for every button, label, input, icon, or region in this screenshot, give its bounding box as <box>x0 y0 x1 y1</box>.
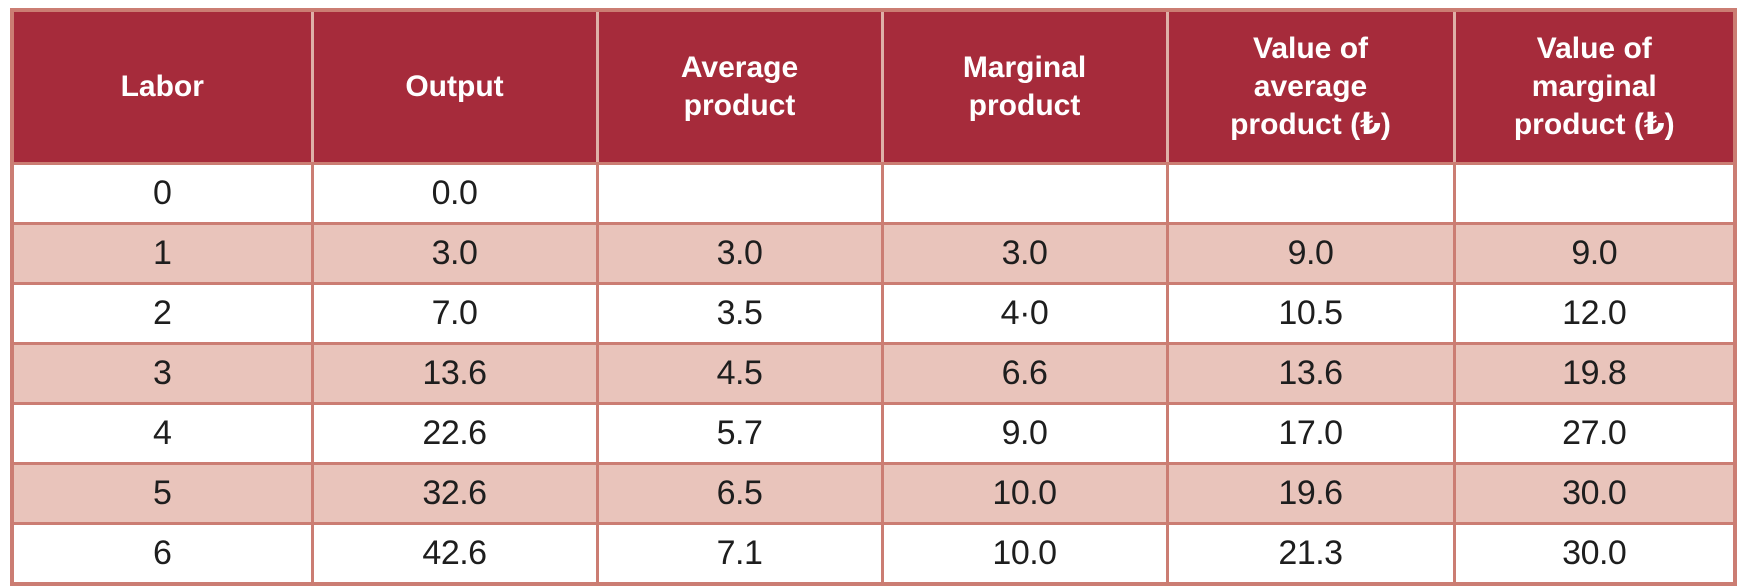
cell: 22.6 <box>310 402 599 465</box>
cell: 3.0 <box>310 222 599 285</box>
cell: 32.6 <box>310 462 599 525</box>
cell: 9.0 <box>1452 222 1737 285</box>
cell: 9.0 <box>1165 222 1456 285</box>
cell: 4 <box>10 402 314 465</box>
cell: 10.0 <box>880 462 1169 525</box>
cell: 10.5 <box>1165 282 1456 345</box>
cell: 17.0 <box>1165 402 1456 465</box>
column-header: Value of marginal product (₺) <box>1452 8 1737 165</box>
column-header: Average product <box>595 8 884 165</box>
cell: 3.5 <box>595 282 884 345</box>
cell: 30.0 <box>1452 462 1737 525</box>
cell: 13.6 <box>1165 342 1456 405</box>
table-row: 1 3.0 3.0 3.0 9.0 9.0 <box>10 222 1737 285</box>
cell: 1 <box>10 222 314 285</box>
cell <box>1452 162 1737 225</box>
cell: 3.0 <box>880 222 1169 285</box>
cell: 3.0 <box>595 222 884 285</box>
table-row: 0 0.0 <box>10 162 1737 225</box>
table-header: Labor Output Average product Marginal produ… <box>10 8 1737 165</box>
cell: 27.0 <box>1452 402 1737 465</box>
cell <box>880 162 1169 225</box>
cell: 6.6 <box>880 342 1169 405</box>
cell: 10.0 <box>880 522 1169 586</box>
table-row: 2 7.0 3.5 4·0 10.5 12.0 <box>10 282 1737 345</box>
table-body: 0 0.0 1 3.0 3.0 3.0 9.0 9.0 2 7.0 3.5 4·0 10.5 12.0 3 1… <box>10 162 1737 586</box>
column-header: Value of average product (₺) <box>1165 8 1456 165</box>
cell: 19.6 <box>1165 462 1456 525</box>
cell: 19.8 <box>1452 342 1737 405</box>
table-row: 3 13.6 4.5 6.6 13.6 19.8 <box>10 342 1737 405</box>
header-row: Labor Output Average product Marginal produ… <box>10 8 1737 165</box>
cell: 5 <box>10 462 314 525</box>
cell: 5.7 <box>595 402 884 465</box>
cell: 7.1 <box>595 522 884 586</box>
table-row: 4 22.6 5.7 9.0 17.0 27.0 <box>10 402 1737 465</box>
cell: 13.6 <box>310 342 599 405</box>
cell: 42.6 <box>310 522 599 586</box>
cell: 0.0 <box>310 162 599 225</box>
cell: 9.0 <box>880 402 1169 465</box>
column-header: Output <box>310 8 599 165</box>
cell: 21.3 <box>1165 522 1456 586</box>
column-header: Labor <box>10 8 314 165</box>
cell: 6 <box>10 522 314 586</box>
cell: 7.0 <box>310 282 599 345</box>
cell <box>1165 162 1456 225</box>
cell: 2 <box>10 282 314 345</box>
cell: 4·0 <box>880 282 1169 345</box>
table-row: 6 42.6 7.1 10.0 21.3 30.0 <box>10 522 1737 586</box>
cell: 3 <box>10 342 314 405</box>
cell <box>595 162 884 225</box>
column-header: Marginal product <box>880 8 1169 165</box>
cell: 6.5 <box>595 462 884 525</box>
cell: 0 <box>10 162 314 225</box>
cell: 4.5 <box>595 342 884 405</box>
labor-product-table: Labor Output Average product Marginal produ… <box>10 8 1737 586</box>
cell: 30.0 <box>1452 522 1737 586</box>
cell: 12.0 <box>1452 282 1737 345</box>
table-row: 5 32.6 6.5 10.0 19.6 30.0 <box>10 462 1737 525</box>
